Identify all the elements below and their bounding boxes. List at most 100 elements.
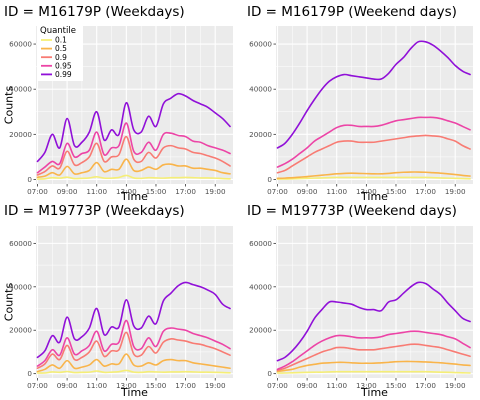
x-tick-label: 15:00 [146, 187, 167, 196]
x-tick-label: 11:00 [326, 187, 347, 196]
y-tick-label: 0 [267, 175, 272, 184]
y-tick-label: 60000 [9, 40, 32, 49]
legend-label: 0.95 [55, 61, 72, 70]
lines-layer [276, 40, 471, 180]
x-tick-label: 09:00 [57, 381, 78, 390]
x-tick-labels: 07:00 09:00 11:00 13:00 15:00 17:00 19:00 [267, 184, 466, 196]
series-line-0-99 [36, 281, 231, 359]
y-tick-labels: 0 20000 40000 60000 [249, 40, 276, 184]
series-line-0-9 [36, 331, 231, 370]
x-axis-label: Time [360, 386, 388, 399]
legend-items: 0.10.50.90.950.99 [41, 36, 72, 79]
legend-background [37, 24, 83, 81]
series-line-0-95 [36, 319, 231, 367]
grid-layer [276, 26, 473, 184]
series-line-0-95 [276, 330, 471, 371]
x-tick-label: 09:00 [297, 187, 318, 196]
series-line-0-99 [276, 281, 471, 362]
y-tick-label: 20000 [9, 326, 32, 335]
x-tick-label: 17:00 [175, 187, 196, 196]
y-tick-label: 40000 [9, 282, 32, 291]
x-tick-label: 11:00 [86, 187, 107, 196]
series-line-0-9 [276, 343, 471, 372]
series-line-0-1 [36, 174, 231, 180]
x-tick-label: 15:00 [386, 381, 407, 390]
series-line-0-1 [276, 176, 471, 180]
y-axis-label: Counts [3, 283, 16, 322]
panel-m19773p-weekend: ID = M19773P (Weekend days) 0 20000 40000 6… [247, 203, 473, 399]
panel-m16179p-weekdays: ID = M16179P (Weekdays) 0 20000 40000 60000… [3, 4, 233, 203]
plot-area [276, 26, 473, 184]
panel-title: ID = M16179P (Weekend days) [247, 4, 457, 20]
x-tick-labels: 07:00 09:00 11:00 13:00 15:00 17:00 19:00 [27, 184, 226, 196]
x-tick-label: 07:00 [27, 381, 48, 390]
x-tick-label: 11:00 [326, 381, 347, 390]
y-tick-label: 0 [27, 175, 32, 184]
x-tick-label: 17:00 [415, 187, 436, 196]
x-tick-label: 17:00 [175, 381, 196, 390]
y-tick-labels: 0 20000 40000 60000 [9, 239, 36, 378]
panel-title: ID = M19773P (Weekdays) [4, 203, 185, 219]
panel-title: ID = M19773P (Weekend days) [247, 203, 457, 219]
panel-m16179p-weekend: ID = M16179P (Weekend days) 0 20000 40000 6… [247, 4, 473, 203]
y-tick-label: 40000 [249, 85, 272, 94]
x-tick-label: 19:00 [445, 381, 466, 390]
series-line-0-9 [276, 134, 471, 174]
series-line-0-95 [276, 116, 471, 168]
y-tick-label: 0 [27, 369, 32, 378]
y-tick-label: 60000 [9, 239, 32, 248]
x-tick-label: 09:00 [297, 381, 318, 390]
x-tick-label: 19:00 [445, 187, 466, 196]
series-line-0-1 [36, 369, 231, 374]
lines-layer [276, 281, 471, 374]
y-tick-label: 20000 [249, 326, 272, 335]
plot-area [276, 226, 473, 378]
x-tick-label: 11:00 [86, 381, 107, 390]
x-tick-label: 13:00 [356, 381, 377, 390]
x-axis-label: Time [120, 190, 148, 203]
grid-layer [36, 226, 233, 378]
x-tick-label: 15:00 [146, 381, 167, 390]
y-tick-label: 60000 [249, 239, 272, 248]
y-tick-label: 40000 [249, 282, 272, 291]
x-tick-label: 07:00 [267, 381, 288, 390]
lines-layer [36, 281, 231, 374]
series-line-0-99 [36, 92, 231, 163]
x-tick-label: 09:00 [57, 187, 78, 196]
x-tick-label: 19:00 [205, 381, 226, 390]
x-tick-labels: 07:00 09:00 11:00 13:00 15:00 17:00 19:00 [267, 378, 466, 390]
series-line-0-5 [36, 353, 231, 373]
legend-title: Quantile [40, 26, 76, 36]
panel-title: ID = M16179P (Weekdays) [4, 4, 185, 20]
y-tick-label: 60000 [249, 40, 272, 49]
x-tick-label: 17:00 [415, 381, 436, 390]
y-tick-label: 0 [267, 369, 272, 378]
x-tick-label: 07:00 [267, 187, 288, 196]
series-line-0-5 [276, 360, 471, 373]
lines-layer [36, 92, 231, 180]
y-tick-label: 20000 [9, 130, 32, 139]
x-tick-labels: 07:00 09:00 11:00 13:00 15:00 17:00 19:00 [27, 378, 226, 390]
legend-label: 0.5 [55, 44, 67, 53]
y-axis-label: Counts [3, 86, 16, 125]
y-tick-label: 40000 [9, 85, 32, 94]
series-line-0-95 [36, 122, 231, 174]
x-axis-label: Time [360, 190, 388, 203]
legend-label: 0.99 [55, 70, 72, 79]
x-axis-label: Time [120, 386, 148, 399]
panel-m19773p-weekdays: ID = M19773P (Weekdays) 0 20000 40000 60000… [3, 203, 233, 399]
series-line-0-99 [276, 40, 471, 149]
series-line-0-5 [36, 158, 231, 179]
legend-label: 0.9 [55, 53, 67, 62]
legend-label: 0.1 [55, 36, 67, 45]
x-tick-label: 13:00 [116, 187, 137, 196]
series-line-0-1 [276, 370, 471, 374]
x-tick-label: 15:00 [386, 187, 407, 196]
x-tick-label: 13:00 [356, 187, 377, 196]
x-tick-label: 07:00 [27, 187, 48, 196]
x-tick-label: 13:00 [116, 381, 137, 390]
legend: Quantile 0.10.50.90.950.99 [37, 24, 83, 81]
x-tick-label: 19:00 [205, 187, 226, 196]
y-tick-labels: 0 20000 40000 60000 [9, 40, 36, 184]
